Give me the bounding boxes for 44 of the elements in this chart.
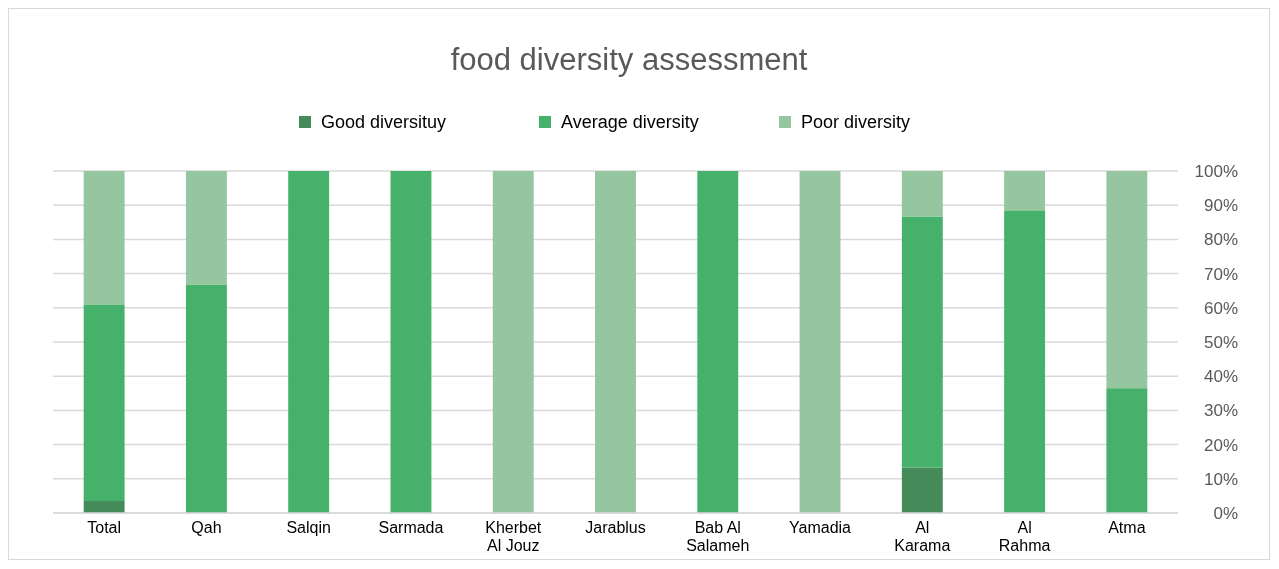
y-tick-label: 40% [1203,367,1238,387]
bar [799,171,841,513]
legend-label: Good diversituy [321,112,447,133]
chart-title: food diversity assessment [450,42,808,77]
y-tick-label: 100% [1194,161,1238,181]
y-tick-label: 70% [1203,264,1238,284]
y-tick-label: 10% [1203,469,1238,489]
y-tick-label: 20% [1203,435,1238,455]
y-tick-label: 60% [1203,298,1238,318]
x-tick-label: Jarablus [585,519,646,536]
bar [492,171,534,513]
y-tick-label: 30% [1203,401,1238,421]
bar [83,304,125,502]
legend-label: Poor diversity [801,112,911,133]
bar [185,171,227,285]
y-tick-label: 50% [1203,332,1238,352]
bar [901,171,943,217]
x-tick-label: Bab Al Salameh [686,519,750,554]
bar [288,171,330,513]
bar [697,171,739,513]
bar [1106,171,1148,389]
bar [901,216,943,468]
x-tick-label: Yamadia [789,519,852,536]
x-tick-label: Salqin [286,519,331,536]
x-tick-label: Kherbet Al Jouz [485,519,542,554]
bar [1106,388,1148,513]
x-tick-label: Al Rahma [998,519,1051,554]
x-tick-label: Sarmada [378,519,444,536]
bar [185,284,227,513]
bar [901,467,943,513]
bar [83,171,125,305]
y-tick-label: 0% [1213,503,1238,523]
x-tick-label: Atma [1108,519,1146,536]
bar [83,501,125,513]
y-tick-label: 90% [1203,196,1238,216]
y-tick-label: 80% [1203,230,1238,250]
x-tick-label: Al Karama [894,519,951,554]
bar [595,171,636,513]
bar [390,171,432,513]
bar [1004,171,1046,211]
bar [1004,210,1046,513]
legend-label: Average diversity [561,112,699,133]
x-tick-label: Total [87,519,122,536]
x-tick-label: Qah [191,519,222,536]
